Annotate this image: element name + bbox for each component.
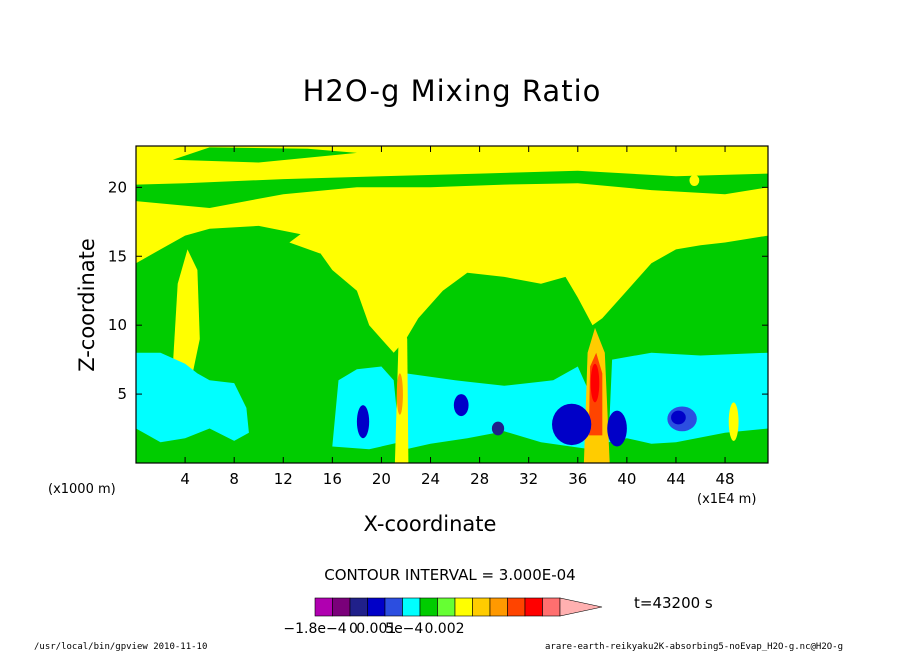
x-axis: 4 8 12 16 20 24 28 32 36 40 44 48 [180, 146, 735, 488]
footer-right: arare-earth-reikyaku2K-absorbing5-noEvap… [545, 642, 844, 652]
colorbar-swatch [489, 597, 508, 617]
y-tick-label: 15 [108, 247, 127, 265]
x-tick-label: 48 [716, 470, 735, 488]
y-tick-label: 5 [117, 385, 127, 403]
plot-frame [135, 145, 769, 464]
x-tick-label: 12 [274, 470, 293, 488]
x-unit-right: (x1E4 m) [697, 492, 757, 507]
region-yellow [689, 174, 700, 186]
colorbar-label: 5e−4 [385, 621, 423, 637]
colorbar-swatch [402, 597, 421, 617]
x-tick-label: 4 [180, 470, 190, 488]
region-yellow-pocket [289, 228, 345, 254]
colorbar-label: 0 [349, 621, 358, 637]
x-tick-label: 24 [421, 470, 440, 488]
colorbar-arrow [559, 597, 603, 617]
x-tick-label: 28 [470, 470, 489, 488]
colorbar-swatch [384, 597, 403, 617]
colorbar-swatch [314, 597, 333, 617]
colorbar-swatch [419, 597, 438, 617]
region-red-peak [590, 363, 600, 403]
region-yellow-plume [172, 249, 200, 381]
region-blue [453, 394, 469, 417]
x-axis-label: X-coordinate [363, 512, 497, 536]
colorbar-label: −1.8e−4 [283, 621, 346, 637]
colorbar-swatch [454, 597, 473, 617]
x-tick-label: 20 [372, 470, 391, 488]
region-blue [491, 421, 505, 436]
chart-title: H2O-g Mixing Ratio [302, 74, 602, 108]
colorbar-swatch [472, 597, 491, 617]
contour-interval: CONTOUR INTERVAL = 3.000E-04 [324, 566, 576, 584]
colorbar-swatch [332, 597, 351, 617]
colorbar-label: 0.002 [424, 621, 464, 637]
region-green-band [136, 170, 768, 208]
x-tick-label: 36 [568, 470, 587, 488]
region-cyan-b [406, 366, 591, 450]
y-axis-label: Z-coordinate [75, 238, 99, 372]
region-blue [552, 403, 592, 446]
region-blue [356, 405, 370, 439]
x-tick-label: 32 [519, 470, 538, 488]
time-label: t=43200 s [634, 594, 713, 612]
footer-left: /usr/local/bin/gpview 2010-11-10 [34, 642, 208, 652]
y-tick-label: 20 [108, 178, 127, 196]
colorbar-swatch [542, 597, 561, 617]
region-cyan-left [136, 352, 249, 443]
contour-field [136, 146, 768, 463]
x-tick-label: 44 [666, 470, 685, 488]
x-unit-left: (x1000 m) [48, 482, 116, 497]
x-tick-label: 16 [323, 470, 342, 488]
region-green-top [172, 147, 357, 163]
colorbar-swatch [349, 597, 368, 617]
colorbar-swatch [437, 597, 456, 617]
y-axis: 5 10 15 20 [108, 178, 768, 403]
region-orange-core [396, 373, 403, 415]
region-blue [607, 410, 627, 447]
colorbar-swatch [367, 597, 386, 617]
colorbar-label: 0.001 [356, 621, 396, 637]
colorbar-swatch [507, 597, 526, 617]
x-tick-label: 40 [617, 470, 636, 488]
region-cyan-c [608, 352, 768, 444]
colorbar-swatch [524, 597, 543, 617]
region-yellow [728, 402, 739, 441]
region-blue [671, 410, 686, 425]
y-tick-label: 10 [108, 316, 127, 334]
x-tick-label: 8 [229, 470, 239, 488]
region-green [136, 225, 768, 463]
